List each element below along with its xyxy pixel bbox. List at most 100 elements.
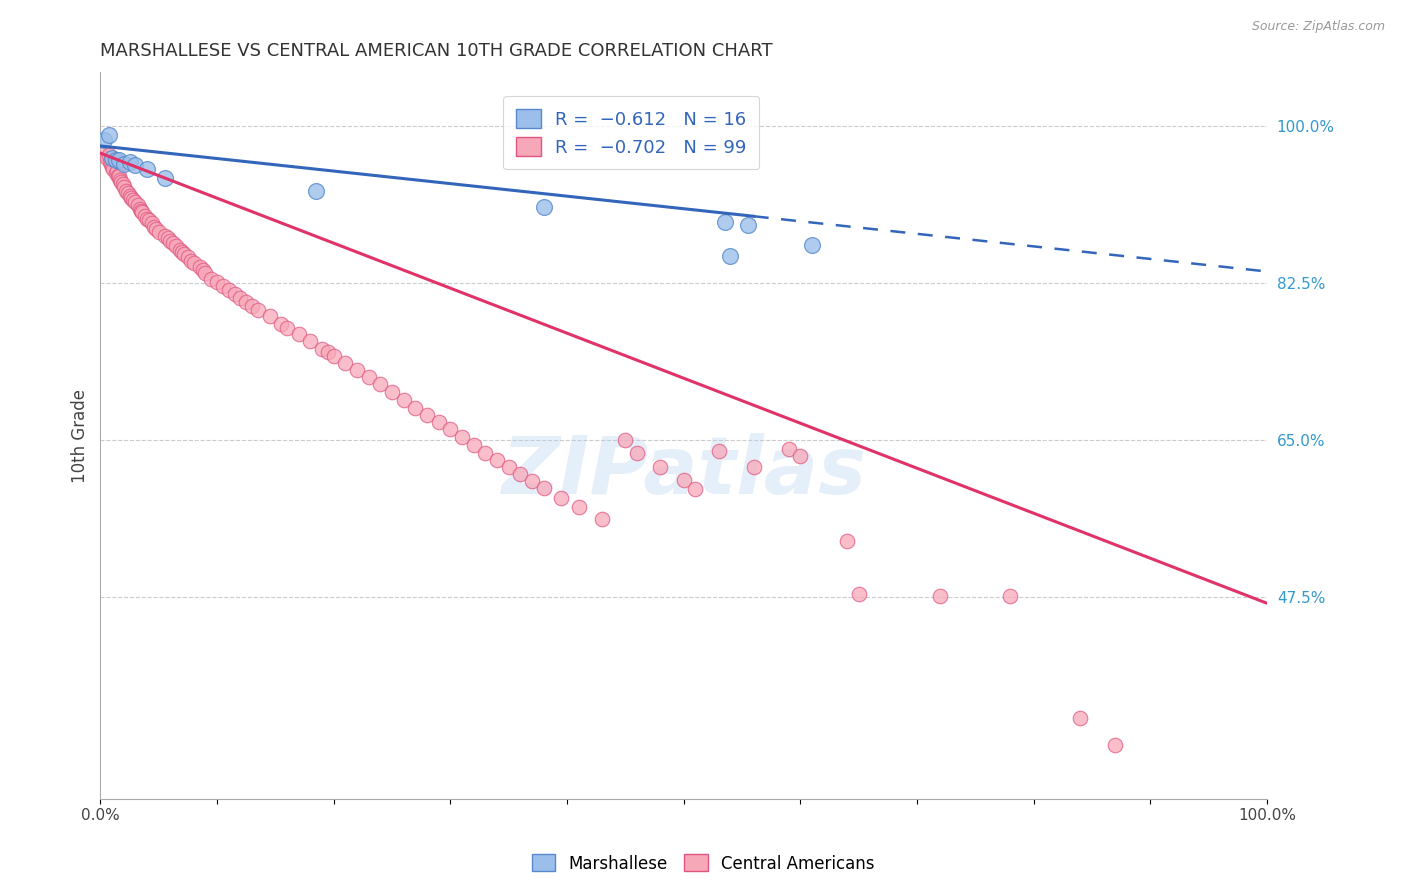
Point	[104, 153, 127, 168]
Point	[370, 377, 392, 392]
Point	[259, 310, 281, 324]
Point	[107, 169, 129, 183]
Point	[498, 460, 520, 475]
Point	[93, 146, 115, 161]
Point	[124, 158, 146, 172]
Point	[194, 266, 217, 280]
Point	[451, 430, 474, 444]
Point	[93, 133, 115, 147]
Text: Source: ZipAtlas.com: Source: ZipAtlas.com	[1251, 20, 1385, 33]
Point	[153, 171, 176, 186]
Point	[103, 153, 125, 168]
Point	[707, 443, 730, 458]
Point	[104, 166, 127, 180]
Point	[97, 148, 120, 162]
Point	[270, 317, 292, 331]
Point	[392, 392, 415, 407]
Point	[127, 198, 149, 212]
Point	[191, 262, 214, 277]
Point	[141, 216, 163, 230]
Point	[1000, 589, 1022, 603]
Text: MARSHALLESE VS CENTRAL AMERICAN 10TH GRADE CORRELATION CHART: MARSHALLESE VS CENTRAL AMERICAN 10TH GRA…	[100, 42, 773, 60]
Point	[112, 157, 135, 171]
Point	[568, 500, 591, 515]
Legend: Marshallese, Central Americans: Marshallese, Central Americans	[524, 847, 882, 880]
Point	[134, 209, 156, 223]
Point	[439, 422, 461, 436]
Point	[101, 160, 124, 174]
Point	[177, 250, 200, 264]
Point	[685, 483, 707, 497]
Point	[108, 153, 131, 168]
Point	[101, 151, 124, 165]
Point	[614, 433, 637, 447]
Y-axis label: 10th Grade: 10th Grade	[72, 389, 89, 483]
Point	[108, 169, 131, 183]
Point	[103, 162, 125, 177]
Text: ZIPatlas: ZIPatlas	[501, 433, 866, 511]
Point	[129, 202, 152, 216]
Point	[835, 533, 858, 548]
Point	[509, 467, 531, 482]
Point	[173, 246, 195, 260]
Point	[96, 151, 118, 165]
Point	[276, 321, 298, 335]
Point	[111, 177, 134, 191]
Point	[162, 235, 184, 250]
Point	[153, 228, 176, 243]
Point	[136, 162, 159, 177]
Point	[742, 460, 765, 475]
Point	[778, 442, 800, 456]
Point	[105, 164, 128, 178]
Point	[427, 415, 450, 429]
Point	[180, 253, 202, 268]
Point	[929, 589, 952, 603]
Point	[129, 203, 152, 218]
Point	[672, 474, 695, 488]
Point	[520, 475, 543, 489]
Point	[212, 278, 235, 293]
Point	[416, 408, 439, 422]
Point	[115, 184, 138, 198]
Point	[98, 155, 121, 169]
Point	[122, 193, 145, 207]
Point	[357, 370, 380, 384]
Point	[100, 157, 122, 171]
Point	[118, 155, 141, 169]
Point	[117, 186, 139, 201]
Point	[110, 175, 132, 189]
Point	[97, 128, 120, 143]
Point	[131, 205, 153, 219]
Point	[713, 215, 735, 229]
Point	[533, 200, 555, 214]
Point	[1104, 738, 1126, 752]
Point	[463, 438, 485, 452]
Point	[165, 239, 187, 253]
Point	[650, 460, 672, 475]
Point	[218, 283, 240, 297]
Point	[718, 249, 741, 263]
Point	[311, 342, 333, 356]
Point	[145, 222, 167, 236]
Point	[112, 180, 135, 194]
Point	[235, 295, 257, 310]
Point	[246, 303, 269, 318]
Point	[118, 189, 141, 203]
Point	[188, 260, 211, 274]
Point	[305, 184, 328, 198]
Point	[626, 445, 648, 459]
Point	[124, 195, 146, 210]
Point	[404, 401, 426, 415]
Point	[159, 234, 181, 248]
Point	[287, 327, 309, 342]
Point	[299, 334, 322, 349]
Point	[550, 491, 572, 506]
Point	[335, 356, 357, 370]
Point	[322, 349, 344, 363]
Point	[148, 225, 170, 239]
Point	[143, 219, 166, 234]
Point	[381, 384, 404, 399]
Point	[533, 482, 555, 496]
Point	[316, 345, 339, 359]
Point	[170, 244, 193, 259]
